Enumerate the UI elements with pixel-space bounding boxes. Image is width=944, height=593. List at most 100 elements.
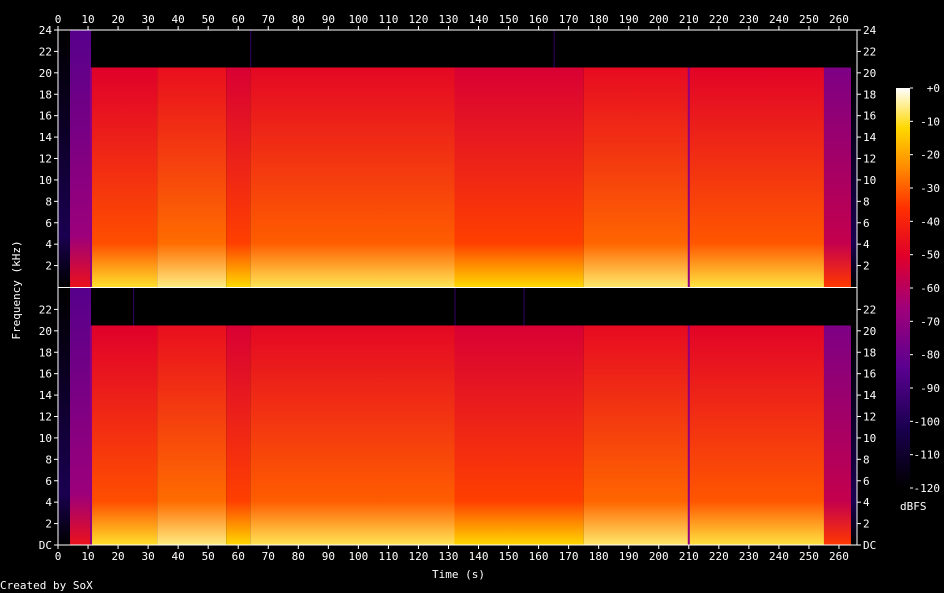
x-tick-label-bottom: 30 [141, 550, 154, 563]
x-tick-label-top: 50 [202, 13, 215, 26]
y-tick-label-left: 14 [39, 389, 53, 402]
channel-2-segment [226, 325, 251, 545]
channel-2-segment [823, 325, 851, 545]
y-tick-label-left: 20 [39, 325, 52, 338]
channel-2-segment [157, 325, 227, 545]
y-tick-label-right: 20 [863, 325, 876, 338]
y-tick-label-left: 12 [39, 153, 52, 166]
colorbar-tick-label: -120 [914, 482, 941, 495]
x-tick-label-top: 110 [378, 13, 398, 26]
x-tick-label-top: 210 [679, 13, 699, 26]
x-tick-label-top: 150 [499, 13, 519, 26]
channel-1-segment [58, 30, 71, 287]
y-tick-label-left: 10 [39, 174, 52, 187]
x-tick-label-top: 240 [769, 13, 789, 26]
y-tick-label-right: 2 [863, 260, 870, 273]
x-tick-label-top: 120 [409, 13, 429, 26]
y-tick-label-left: 20 [39, 67, 52, 80]
channel-2-transient [133, 288, 135, 326]
channel-1-segment [583, 67, 689, 288]
y-tick-label-left: 18 [39, 88, 52, 101]
y-tick-label-left: 6 [45, 217, 52, 230]
colorbar-tick-label: -40 [920, 215, 940, 228]
x-tick-label-top: 230 [739, 13, 759, 26]
x-tick-label-bottom: 220 [709, 550, 729, 563]
x-tick-label-bottom: 60 [232, 550, 245, 563]
x-tick-label-top: 220 [709, 13, 729, 26]
x-tick-label-top: 130 [439, 13, 459, 26]
y-tick-label-left: 22 [39, 303, 52, 316]
x-tick-label-top: 250 [799, 13, 819, 26]
y-tick-label-right: 16 [863, 368, 876, 381]
channel-2-dropout [90, 325, 93, 545]
y-tick-label-right: 20 [863, 67, 876, 80]
y-tick-label-left: 4 [45, 496, 52, 509]
colorbar-tick-label: -20 [920, 149, 940, 162]
y-tick-label-left: 24 [39, 24, 53, 37]
y-tick-label-right: 12 [863, 411, 876, 424]
channel-2-segment [58, 288, 71, 545]
channel-1-dropout [687, 67, 690, 288]
y-tick-label-right: 16 [863, 110, 876, 123]
y-tick-label-right: 12 [863, 153, 876, 166]
x-tick-label-bottom: 110 [378, 550, 398, 563]
x-tick-label-bottom: 240 [769, 550, 789, 563]
x-tick-label-top: 160 [529, 13, 549, 26]
y-tick-label-left: 8 [45, 453, 52, 466]
x-tick-label-top: 0 [55, 13, 62, 26]
x-tick-label-bottom: 210 [679, 550, 699, 563]
y-tick-label-right: 14 [863, 389, 877, 402]
colorbar-tick-label: -90 [920, 382, 940, 395]
channel-1-segment [70, 30, 92, 287]
x-tick-label-top: 80 [292, 13, 305, 26]
x-tick-label-top: 200 [649, 13, 669, 26]
x-tick-label-bottom: 180 [589, 550, 609, 563]
colorbar-tick-label: -100 [914, 415, 941, 428]
channel-1-segment [688, 67, 824, 288]
footer-credit: Created by SoX [0, 579, 93, 592]
channel-1-transient [553, 30, 555, 68]
x-tick-label-bottom: 100 [348, 550, 368, 563]
x-tick-label-top: 40 [172, 13, 185, 26]
channel-1-segment [823, 67, 851, 288]
y-tick-label-left: 16 [39, 368, 52, 381]
colorbar-tick-label: -60 [920, 282, 940, 295]
x-tick-label-bottom: 40 [172, 550, 185, 563]
y-tick-label-right: 22 [863, 45, 876, 58]
x-tick-label-top: 90 [322, 13, 335, 26]
x-tick-label-top: 60 [232, 13, 245, 26]
y-tick-label-left: 2 [45, 518, 52, 531]
y-tick-label-right: 10 [863, 432, 876, 445]
x-tick-label-bottom: 80 [292, 550, 305, 563]
channel-2-plot [58, 288, 857, 545]
channel-2-dropout [687, 325, 690, 545]
channel-2-segment [250, 325, 455, 545]
axes-layer: 0 0 10 10 20 20 30 30 40 40 50 50 60 60 70 70 80 80 90 90 10… [39, 13, 877, 563]
y-tick-label-right: 6 [863, 475, 870, 488]
y-tick-label-right: 8 [863, 195, 870, 208]
y-tick-label-right: 14 [863, 131, 877, 144]
y-tick-label-right: 4 [863, 496, 870, 509]
x-tick-label-top: 190 [619, 13, 639, 26]
x-tick-label-bottom: 10 [81, 550, 94, 563]
y-tick-label-left: DC [39, 539, 52, 552]
x-tick-label-bottom: 250 [799, 550, 819, 563]
x-axis-label: Time (s) [432, 568, 485, 581]
y-tick-label-right: 24 [863, 24, 877, 37]
y-tick-label-left: 12 [39, 411, 52, 424]
y-tick-label-right: 8 [863, 453, 870, 466]
x-tick-label-top: 100 [348, 13, 368, 26]
colorbar-tick-label: -30 [920, 182, 940, 195]
y-axis-label: Frequency (kHz) [10, 240, 23, 339]
x-tick-label-bottom: 20 [111, 550, 124, 563]
colorbar-tick-label: -10 [920, 115, 940, 128]
x-tick-label-bottom: 50 [202, 550, 215, 563]
y-tick-label-right: 18 [863, 346, 876, 359]
y-tick-label-left: 2 [45, 260, 52, 273]
x-tick-label-bottom: 200 [649, 550, 669, 563]
x-tick-label-bottom: 150 [499, 550, 519, 563]
y-tick-label-left: 14 [39, 131, 53, 144]
y-tick-label-left: 10 [39, 432, 52, 445]
x-tick-label-top: 20 [111, 13, 124, 26]
x-tick-label-bottom: 140 [469, 550, 489, 563]
